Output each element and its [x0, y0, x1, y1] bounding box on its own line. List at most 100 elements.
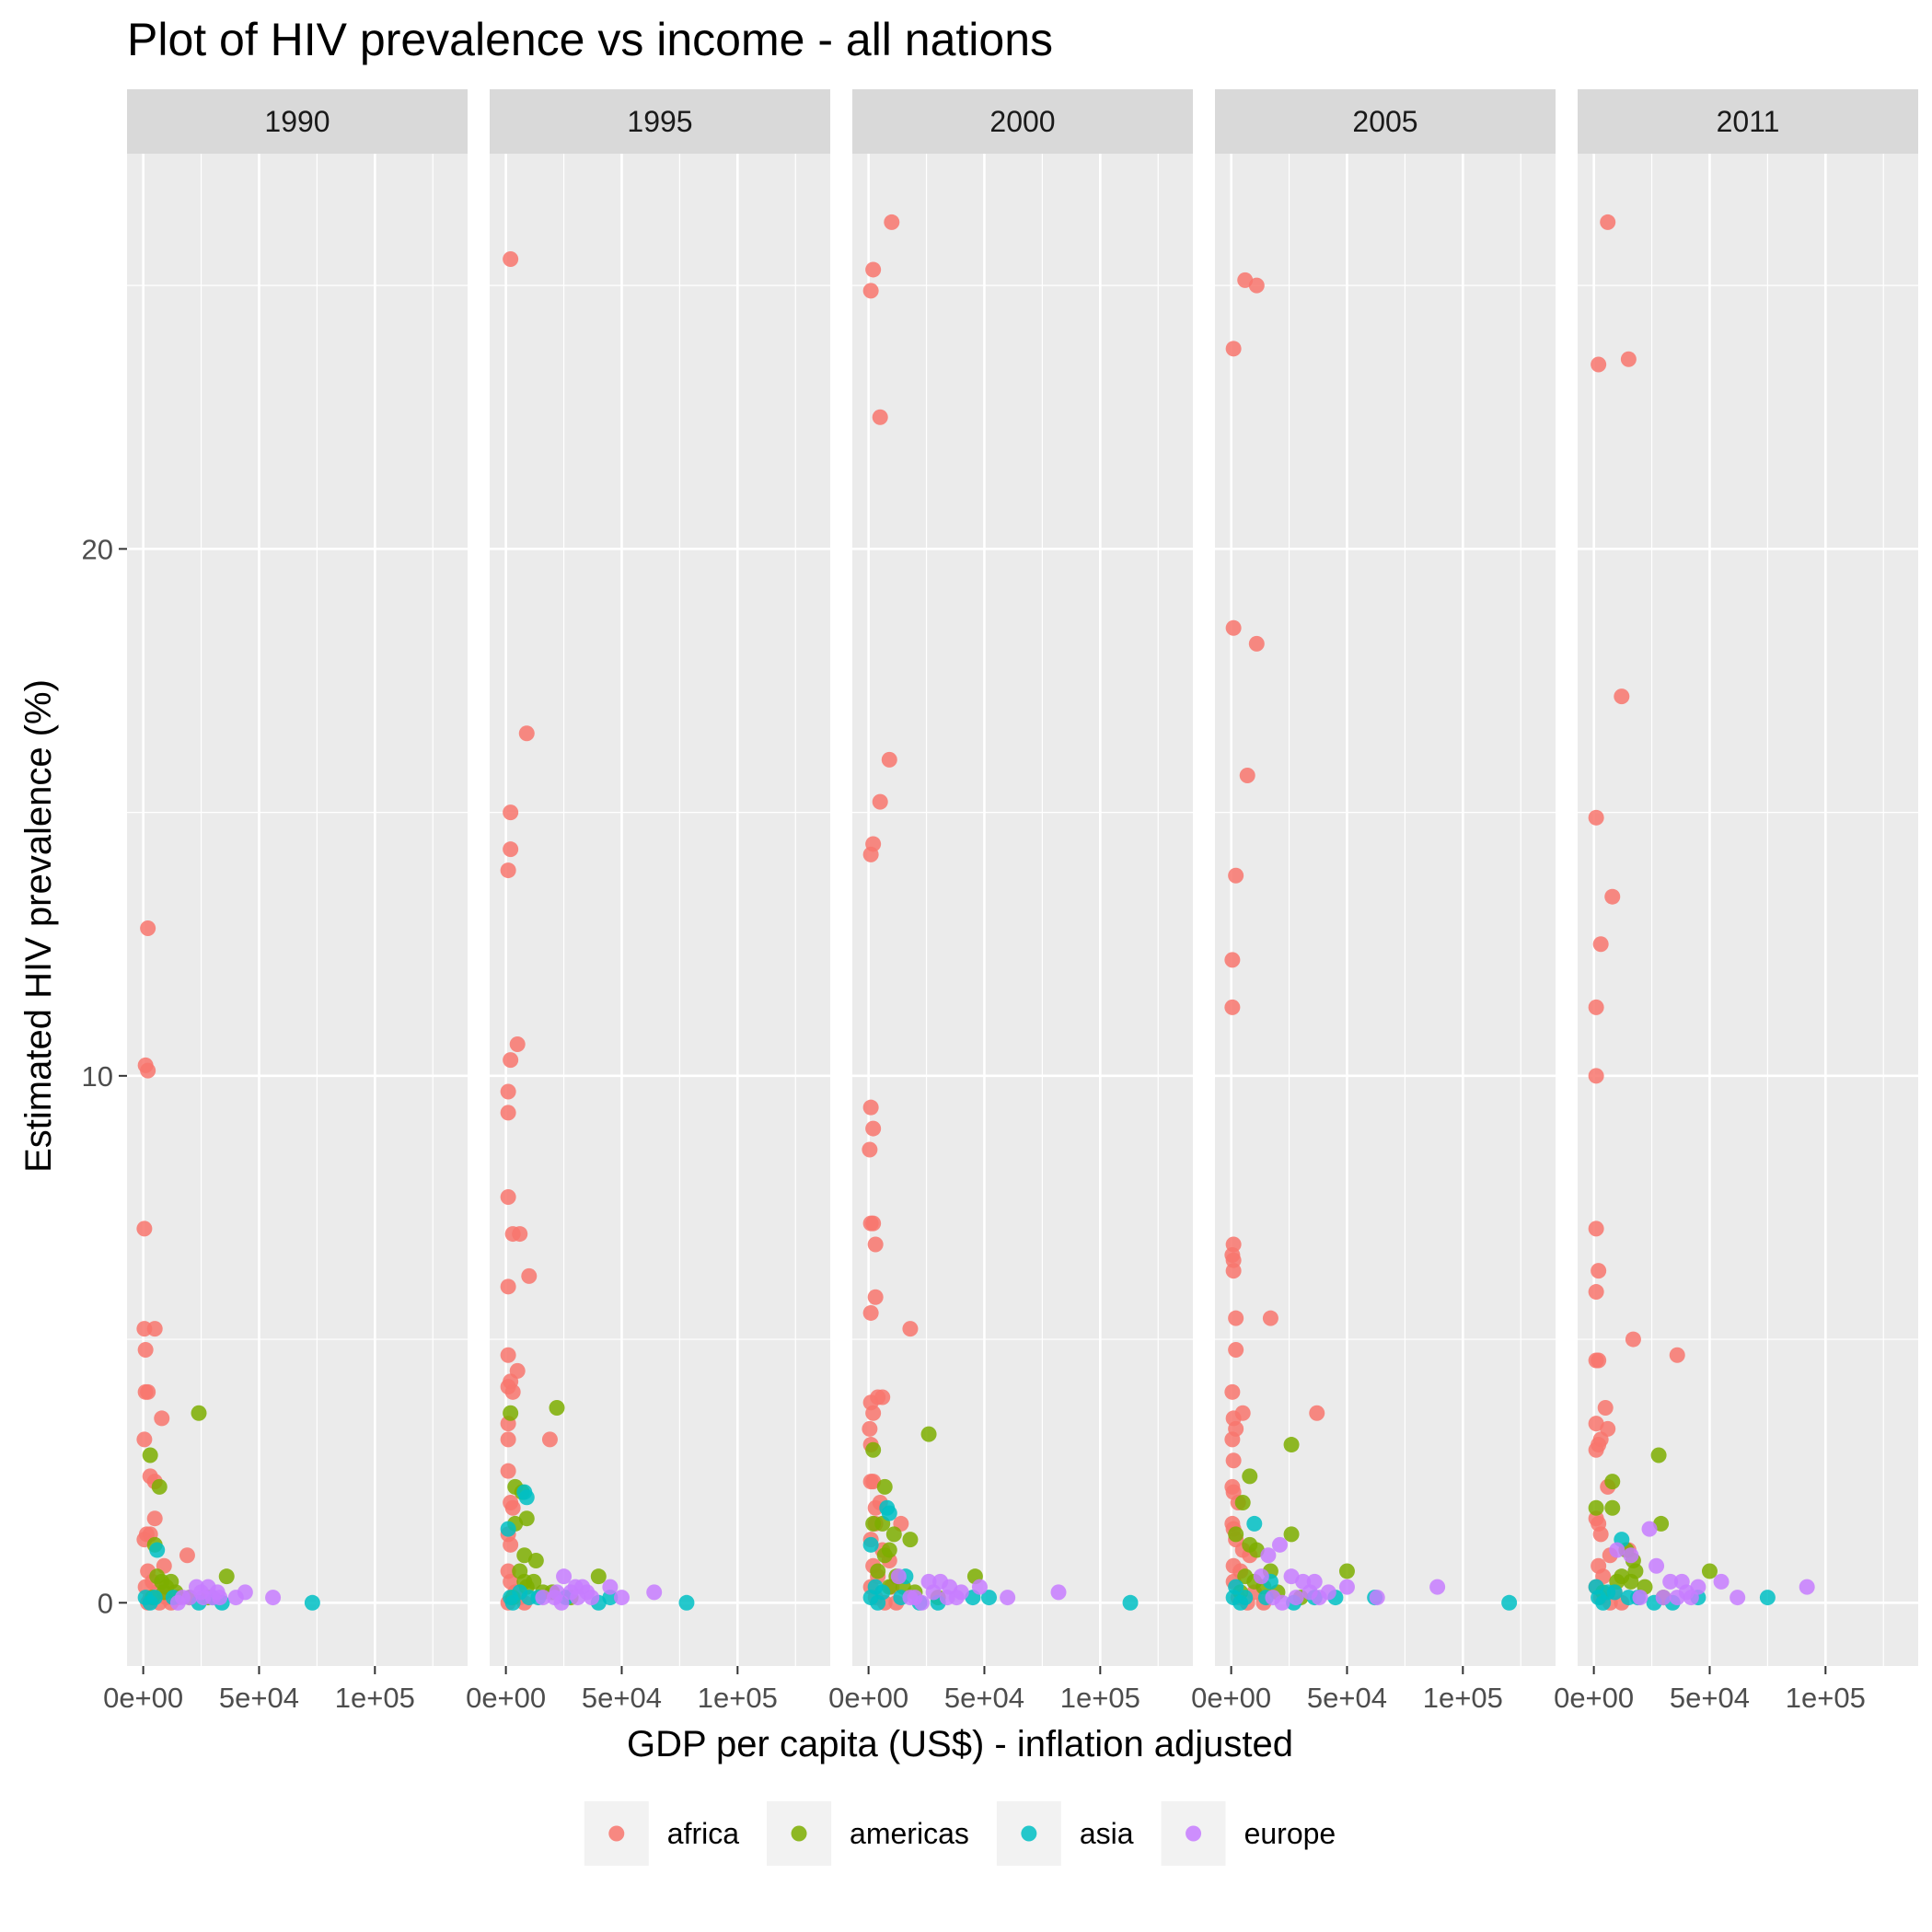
- data-point-africa: [146, 1321, 163, 1337]
- data-point-europe: [1369, 1590, 1385, 1606]
- data-point-asia: [862, 1536, 879, 1553]
- series-europe: [535, 1568, 663, 1611]
- x-tick-label: 0e+00: [1554, 1682, 1634, 1714]
- x-tick-label: 0e+00: [1191, 1682, 1271, 1714]
- data-point-africa: [1592, 936, 1609, 953]
- data-point-americas: [1604, 1499, 1621, 1516]
- data-point-europe: [1641, 1521, 1658, 1537]
- data-point-americas: [876, 1478, 893, 1495]
- data-point-asia: [149, 1542, 166, 1558]
- legend-label-asia: asia: [1080, 1817, 1134, 1850]
- x-tick-label: 5e+04: [1670, 1682, 1750, 1714]
- data-point-europe: [1623, 1547, 1639, 1564]
- panel-background: [852, 154, 1193, 1666]
- data-point-europe: [890, 1568, 907, 1585]
- data-point-americas: [1650, 1447, 1667, 1463]
- data-point-americas: [865, 1441, 882, 1458]
- data-point-europe: [971, 1579, 988, 1595]
- data-point-europe: [646, 1584, 663, 1601]
- data-point-asia: [304, 1594, 320, 1611]
- x-tick-label: 5e+04: [944, 1682, 1024, 1714]
- data-point-europe: [1649, 1557, 1665, 1574]
- series-europe: [1253, 1536, 1446, 1611]
- data-point-africa: [1262, 1310, 1278, 1326]
- data-point-africa: [1591, 356, 1607, 373]
- data-point-africa: [1604, 888, 1621, 905]
- x-tick-label: 1e+05: [1786, 1682, 1866, 1714]
- data-point-americas: [1242, 1468, 1258, 1485]
- data-point-africa: [862, 846, 879, 862]
- data-point-africa: [865, 1215, 882, 1232]
- data-point-europe: [1662, 1573, 1679, 1590]
- data-point-europe: [948, 1590, 965, 1606]
- data-point-africa: [1225, 1263, 1242, 1279]
- panel-background: [1578, 154, 1918, 1666]
- x-tick-label: 5e+04: [1307, 1682, 1387, 1714]
- data-point-africa: [862, 1141, 878, 1158]
- data-point-asia: [512, 1584, 528, 1601]
- data-point-africa: [1588, 1068, 1604, 1084]
- legend-key-europe: [1186, 1825, 1202, 1842]
- data-point-europe: [227, 1590, 244, 1606]
- legend-label-africa: africa: [667, 1817, 739, 1850]
- data-point-americas: [1283, 1526, 1300, 1543]
- data-point-europe: [902, 1590, 919, 1606]
- data-point-europe: [1311, 1590, 1327, 1606]
- data-point-africa: [867, 1289, 884, 1305]
- data-point-asia: [874, 1584, 891, 1601]
- x-tick-label: 5e+04: [582, 1682, 662, 1714]
- data-point-asia: [1759, 1590, 1776, 1606]
- data-point-africa: [1224, 952, 1241, 968]
- data-point-americas: [1604, 1474, 1621, 1490]
- data-point-africa: [1588, 1441, 1604, 1458]
- x-axis-title: GDP per capita (US$) - inflation adjuste…: [627, 1724, 1293, 1764]
- data-point-africa: [1239, 768, 1255, 784]
- data-point-africa: [865, 1120, 882, 1137]
- x-tick-label: 1e+05: [335, 1682, 415, 1714]
- data-point-americas: [920, 1426, 937, 1442]
- panel-background: [1215, 154, 1556, 1666]
- data-point-africa: [862, 283, 879, 299]
- data-point-americas: [876, 1547, 893, 1564]
- data-point-asia: [1246, 1515, 1263, 1532]
- data-point-europe: [1669, 1590, 1685, 1606]
- data-point-europe: [556, 1568, 573, 1585]
- data-point-africa: [136, 1221, 153, 1237]
- series-africa: [500, 250, 558, 1611]
- data-point-americas: [1588, 1499, 1604, 1516]
- data-point-americas: [142, 1447, 158, 1463]
- data-point-americas: [1283, 1437, 1300, 1453]
- data-point-europe: [1429, 1579, 1446, 1595]
- x-tick-label: 0e+00: [828, 1682, 908, 1714]
- x-tick-label: 5e+04: [219, 1682, 299, 1714]
- data-point-asia: [146, 1590, 163, 1606]
- data-point-africa: [154, 1410, 170, 1427]
- data-point-africa: [1225, 341, 1242, 357]
- x-tick-label: 1e+05: [1423, 1682, 1503, 1714]
- data-point-europe: [535, 1590, 551, 1606]
- data-point-americas: [1234, 1495, 1251, 1511]
- legend-key-asia: [1021, 1825, 1037, 1842]
- data-point-europe: [1288, 1590, 1304, 1606]
- data-point-europe: [209, 1584, 226, 1601]
- data-point-asia: [881, 1505, 897, 1521]
- data-point-africa: [179, 1547, 195, 1564]
- y-tick-label: 20: [82, 533, 113, 565]
- data-point-africa: [136, 1431, 153, 1448]
- data-point-americas: [151, 1478, 168, 1495]
- data-point-europe: [1265, 1590, 1281, 1606]
- data-point-africa: [541, 1431, 558, 1448]
- data-point-europe: [265, 1590, 282, 1606]
- data-point-africa: [503, 804, 519, 821]
- data-point-africa: [1588, 1284, 1604, 1301]
- data-point-africa: [500, 862, 516, 879]
- data-point-asia: [1122, 1594, 1139, 1611]
- data-point-europe: [602, 1579, 619, 1595]
- data-point-africa: [500, 1278, 516, 1295]
- data-point-africa: [872, 409, 888, 425]
- data-point-europe: [1050, 1584, 1067, 1601]
- data-point-africa: [1248, 635, 1265, 652]
- legend-label-europe: europe: [1244, 1817, 1336, 1850]
- data-point-africa: [1588, 809, 1604, 826]
- data-point-africa: [865, 261, 882, 278]
